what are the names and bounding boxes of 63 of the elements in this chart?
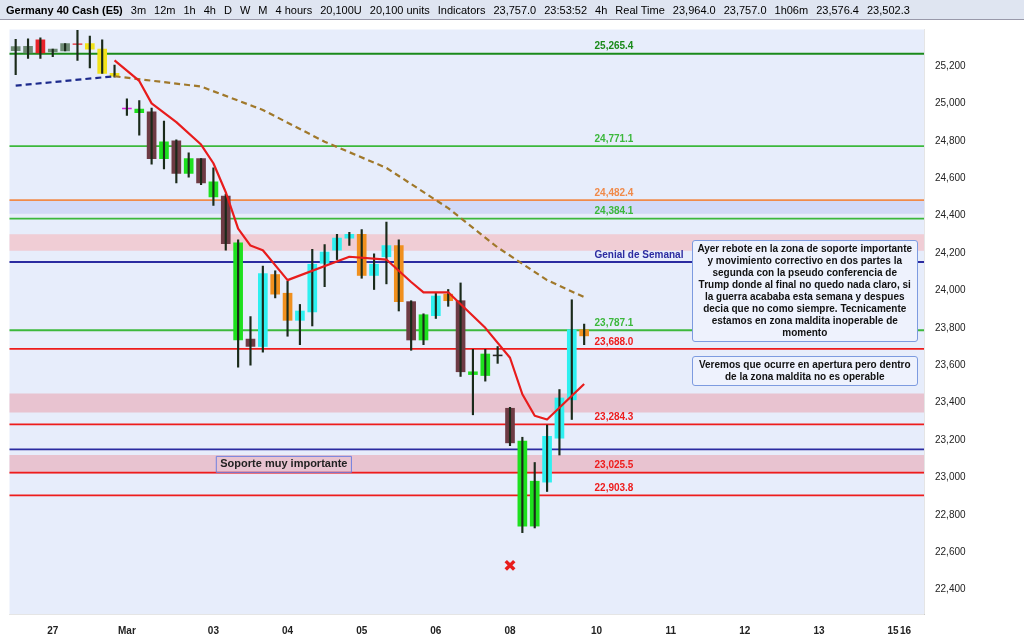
y-tick-label: 25,000 [935,97,967,109]
y-tick-label: 24,200 [935,246,967,258]
ref-line-label: 24,482.4 [594,186,634,198]
x-tick-label: 16 [899,624,912,636]
ref-line-label: 23,284.3 [594,411,634,423]
ref-line-label: 24,771.1 [594,132,634,144]
text: 4h [203,3,216,16]
text: 23,964.0 [672,3,716,16]
text: 23,576.4 [816,3,859,16]
x-tick-label: 05 [356,624,368,636]
text: 4 hours [275,3,313,16]
ref-line-label: 23,787.1 [594,316,634,328]
y-tick-label: 23,600 [935,358,967,370]
text: 4h [595,3,608,16]
x-tick-label: 12 [739,624,751,636]
text: 23,502.3 [866,3,910,16]
text: 23,757.0 [723,3,767,16]
y-tick-label: 23,400 [935,396,967,408]
x-tick-label: 04 [281,624,294,636]
x-tick-label: Mar [118,624,136,636]
y-tick-label: 23,000 [935,471,967,483]
x-tick-label: 06 [430,624,442,636]
text: 3m [130,3,147,16]
text: 23:53:52 [544,3,588,16]
ref-line-label: 23,688.0 [594,335,634,347]
x-tick-label: 15 [887,624,900,636]
text: 12m [154,3,176,16]
y-tick-label: 22,600 [935,546,967,558]
y-tick-label: 24,600 [935,171,967,183]
text: D [223,3,232,16]
chart-title: Germany 40 Cash (E5) [6,3,123,16]
x-tick-label: 03 [207,624,220,636]
y-tick-label: 23,800 [935,321,967,333]
y-tick-label: 24,400 [935,209,967,221]
y-tick-label: 24,800 [935,134,967,146]
x-tick-label: 08 [504,624,516,636]
text: 23,757.0 [493,3,537,16]
y-tick-label: 25,200 [935,59,967,71]
text: W [239,3,251,16]
band-label: Soporte muy importante [220,457,348,470]
annotation: Ayer rebote en la zona de soporte importante y movimiento correctivo en dos partes la segunda con la pseudo conferencia de Trump donde al final no quedo nada claro, si la guerra acababa esta semana y despues decia que no como siempre. Tecnicamente estamos en zona maldita inoperable de momento [691,239,918,342]
text: 20,100 units [369,3,430,16]
ref-line-label: Genial de Semanal [594,248,684,260]
ref-line-label: 22,903.8 [594,482,634,494]
ref-line-label: 23,025.5 [594,459,634,471]
text: 1h [183,3,196,16]
x-tick-label: 13 [813,624,825,636]
ref-line-label: 24,384.1 [594,205,634,217]
x-tick-label: 27 [47,624,59,636]
text: 20,100U [320,3,362,16]
x-tick-label: 10 [590,624,603,636]
candlestick [468,349,478,416]
y-tick-label: 22,800 [935,508,967,520]
text: Real Time [615,3,665,16]
y-tick-label: 23,200 [935,433,967,445]
text: M [258,3,268,16]
ref-line-label: 25,265.4 [594,40,634,52]
text: 1h06m [774,3,809,16]
x-tick-label: 11 [665,624,677,636]
y-tick-label: 22,400 [935,583,967,595]
annotation: Veremos que ocurre en apertura pero dentro de la zona maldita no es operable [691,355,918,386]
y-tick-label: 24,000 [935,284,967,296]
text: Indicators [437,3,486,16]
